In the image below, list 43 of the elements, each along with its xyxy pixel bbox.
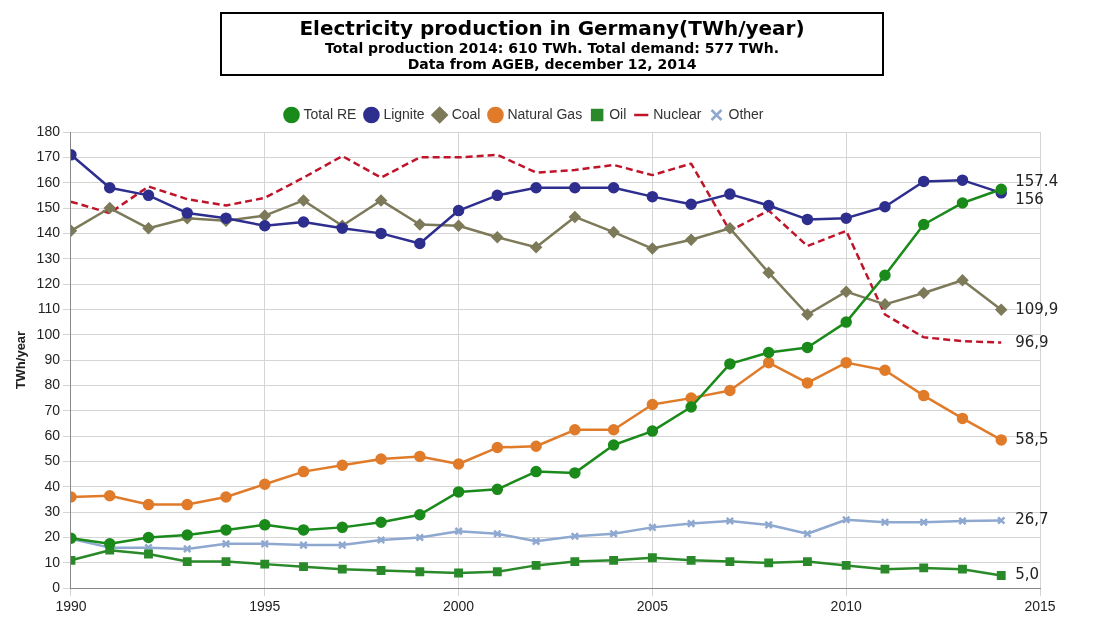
legend-label: Natural Gas: [507, 105, 583, 122]
y-tick-label: 160: [36, 173, 61, 190]
x-tick-label: 2005: [636, 598, 669, 615]
y-tick-label: 50: [44, 452, 61, 469]
y-tick-label: 70: [44, 401, 61, 418]
legend-label: Coal: [451, 105, 481, 122]
data-label: 58,5: [1015, 429, 1049, 448]
y-tick-label: 0: [52, 579, 61, 596]
data-label: 96,9: [1015, 332, 1049, 351]
y-tick-label: 180: [36, 122, 61, 139]
y-tick-label: 90: [44, 350, 61, 367]
legend-label: Oil: [609, 105, 627, 122]
data-label: 109,9: [1015, 299, 1059, 318]
y-tick-label: 130: [36, 249, 61, 266]
x-tick-label: 2000: [443, 598, 475, 615]
chart-title: Electricity production in Germany(TWh/year): [298, 16, 806, 40]
y-tick-label: 20: [44, 528, 61, 545]
x-tick-label: 2010: [830, 598, 862, 615]
legend-label: Nuclear: [653, 105, 702, 122]
legend-label: Lignite: [383, 105, 425, 122]
text: Data from AGEB, december 12, 2014: [406, 56, 698, 72]
x-tick-label: 1995: [249, 598, 281, 615]
y-tick-label: 120: [36, 274, 61, 291]
legend-label: Total RE: [303, 105, 357, 122]
y-tick-label: 10: [44, 553, 61, 570]
y-tick-label: 40: [44, 477, 61, 494]
y-tick-label: 30: [44, 503, 61, 520]
chart-subtitle: Total production 2014: 610 TWh. Total demand: 577 TWh.: [323, 40, 781, 56]
y-tick-label: 140: [36, 224, 61, 241]
y-axis-title: TWh/year: [13, 330, 29, 390]
x-tick-label: 2015: [1024, 598, 1056, 615]
y-tick-label: 100: [36, 325, 61, 342]
y-tick-label: 170: [36, 148, 61, 165]
y-tick-label: 150: [36, 198, 61, 215]
data-label: 156: [1015, 189, 1044, 208]
y-tick-label: 110: [37, 300, 61, 317]
data-label: 26,7: [1015, 510, 1049, 529]
legend-label: Other: [728, 105, 764, 122]
y-tick-label: 60: [44, 426, 61, 443]
y-tick-label: 80: [44, 376, 61, 393]
x-tick-label: 1990: [55, 598, 87, 615]
data-label: 157.4: [1015, 172, 1059, 191]
data-label: 5,0: [1015, 565, 1040, 584]
